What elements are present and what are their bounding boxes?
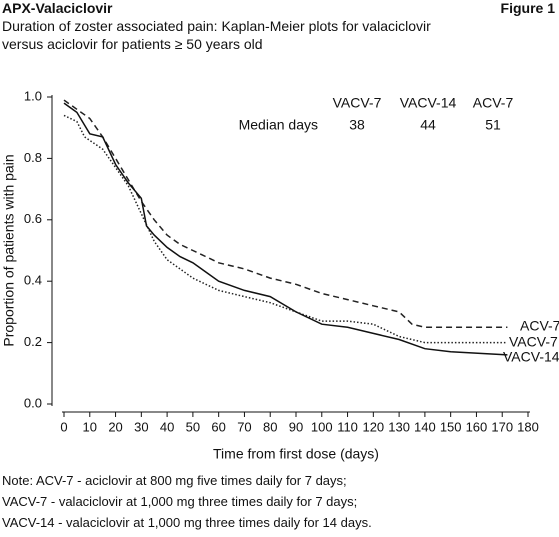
figure-label: Figure 1 — [500, 0, 555, 16]
median-row-label: Median days — [239, 117, 318, 133]
median-col-header: ACV-7 — [473, 95, 514, 111]
x-tick-label: 110 — [337, 419, 358, 434]
series-label: VACV-7 — [509, 334, 558, 350]
x-tick-label: 30 — [134, 419, 148, 434]
y-tick-label: 0.8 — [24, 150, 42, 165]
median-value: 38 — [349, 117, 365, 133]
note-line: Note: ACV-7 - aciclovir at 800 mg five t… — [2, 473, 347, 488]
survival-curve — [63, 114, 508, 344]
x-axis-label: Time from first dose (days) — [213, 446, 379, 462]
y-tick-label: 1.0 — [24, 88, 42, 103]
y-tick-label: 0.6 — [24, 211, 42, 226]
series-label: ACV-7 — [520, 318, 559, 334]
y-tick-label: 0.2 — [24, 334, 42, 349]
x-tick-label: 80 — [263, 419, 277, 434]
x-tick-label: 120 — [362, 419, 384, 434]
survival-curve — [63, 99, 508, 329]
x-tick-label: 40 — [160, 419, 174, 434]
x-tick-label: 100 — [311, 419, 333, 434]
median-col-header: VACV-7 — [333, 95, 382, 111]
series-label: VACV-14 — [503, 349, 559, 365]
notes: Note: ACV-7 - aciclovir at 800 mg five t… — [2, 470, 372, 533]
median-value: 44 — [420, 117, 436, 133]
x-tick-label: 170 — [491, 419, 513, 434]
chart-title: Duration of zoster associated pain: Kapl… — [2, 18, 431, 52]
x-tick-label: 20 — [108, 419, 122, 434]
x-tick-label: 160 — [466, 419, 488, 434]
note-line: VACV-7 - valaciclovir at 1,000 mg three … — [2, 494, 358, 509]
x-tick-label: 150 — [440, 419, 462, 434]
y-tick-label: 0.0 — [24, 395, 42, 410]
y-axis-label: Proportion of patients with pain — [1, 154, 17, 346]
x-tick-label: 130 — [388, 419, 410, 434]
x-tick-label: 70 — [237, 419, 251, 434]
median-col-header: VACV-14 — [400, 95, 457, 111]
header: APX-Valaciclovir — [2, 0, 113, 16]
x-tick-label: 10 — [83, 419, 97, 434]
x-tick-label: 0 — [60, 419, 67, 434]
survival-curve — [63, 102, 508, 356]
median-value: 51 — [485, 117, 501, 133]
note-line: VACV-14 - valaciclovir at 1,000 mg three… — [2, 515, 372, 530]
y-tick-label: 0.4 — [24, 273, 42, 288]
x-tick-label: 60 — [211, 419, 225, 434]
x-tick-label: 140 — [414, 419, 436, 434]
x-tick-label: 50 — [186, 419, 200, 434]
x-tick-label: 180 — [517, 419, 539, 434]
x-tick-label: 90 — [289, 419, 303, 434]
